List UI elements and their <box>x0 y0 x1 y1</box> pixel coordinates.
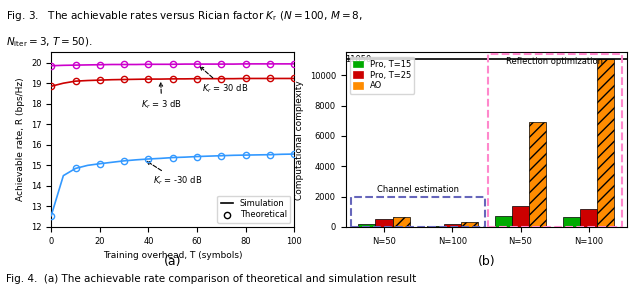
Bar <box>495 216 512 227</box>
Legend: Pro, T=15, Pro, T=25, AO: Pro, T=15, Pro, T=25, AO <box>350 56 414 93</box>
Y-axis label: Computational complexity: Computational complexity <box>295 80 304 200</box>
Text: Reflection optimization: Reflection optimization <box>506 57 603 66</box>
Bar <box>444 224 461 227</box>
Bar <box>358 224 376 227</box>
Bar <box>580 209 597 227</box>
Text: $K_r$ = 30 dB: $K_r$ = 30 dB <box>200 67 248 95</box>
Y-axis label: Achievable rate, R (bps/Hz): Achievable rate, R (bps/Hz) <box>16 78 26 201</box>
Text: (a): (a) <box>164 255 182 268</box>
Bar <box>461 222 478 227</box>
Text: (b): (b) <box>477 255 495 268</box>
Bar <box>529 122 546 227</box>
Bar <box>376 219 392 227</box>
Bar <box>427 226 444 227</box>
Legend: Simulation, Theoretical: Simulation, Theoretical <box>217 196 290 223</box>
Bar <box>392 217 410 227</box>
Bar <box>512 207 529 227</box>
Bar <box>597 59 614 227</box>
Text: $K_r$ = -30 dB: $K_r$ = -30 dB <box>147 161 203 187</box>
Text: Fig. 4.  (a) The achievable rate comparison of theoretical and simulation result: Fig. 4. (a) The achievable rate comparis… <box>6 274 417 283</box>
Text: $K_r$ = 3 dB: $K_r$ = 3 dB <box>141 83 182 111</box>
Text: Channel estimation: Channel estimation <box>377 185 459 194</box>
X-axis label: Training overhead, T (symbols): Training overhead, T (symbols) <box>103 251 243 260</box>
Bar <box>563 217 580 227</box>
Text: Fig. 3.   The achievable rates versus Rician factor $K_\mathrm{r}$ ($N = 100$, $: Fig. 3. The achievable rates versus Rici… <box>6 9 364 23</box>
Text: 11050: 11050 <box>346 55 372 64</box>
Text: $N_\mathrm{iter} = 3$, $T = 50$).: $N_\mathrm{iter} = 3$, $T = 50$). <box>6 35 93 49</box>
